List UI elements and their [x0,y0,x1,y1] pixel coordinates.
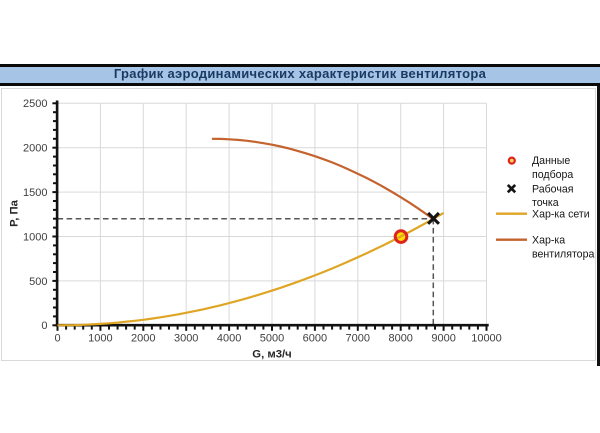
svg-text:3000: 3000 [174,333,198,345]
svg-text:2000: 2000 [131,333,155,345]
svg-text:5000: 5000 [260,333,284,345]
svg-text:1000: 1000 [88,333,112,345]
svg-text:9000: 9000 [431,333,455,345]
svg-text:G, м3/ч: G, м3/ч [252,349,291,361]
svg-text:Хар-ка сети: Хар-ка сети [532,209,590,221]
svg-text:Рабочая: Рабочая [532,183,573,195]
svg-text:0: 0 [54,333,60,345]
svg-text:2500: 2500 [23,98,47,110]
svg-text:вентилятора: вентилятора [532,248,594,260]
svg-text:точка: точка [532,197,559,209]
svg-text:1500: 1500 [23,187,47,199]
svg-text:подбора: подбора [532,169,573,181]
svg-text:7000: 7000 [346,333,370,345]
svg-text:0: 0 [41,320,47,332]
svg-text:10000: 10000 [471,333,502,345]
svg-text:Данные: Данные [532,155,570,167]
svg-text:2000: 2000 [23,143,47,155]
svg-text:500: 500 [29,276,47,288]
svg-text:8000: 8000 [388,333,412,345]
svg-text:4000: 4000 [217,333,241,345]
svg-text:1000: 1000 [23,231,47,243]
svg-text:6000: 6000 [303,333,327,345]
svg-text:P, Па: P, Па [9,199,21,226]
svg-text:Хар-ка: Хар-ка [532,235,565,247]
